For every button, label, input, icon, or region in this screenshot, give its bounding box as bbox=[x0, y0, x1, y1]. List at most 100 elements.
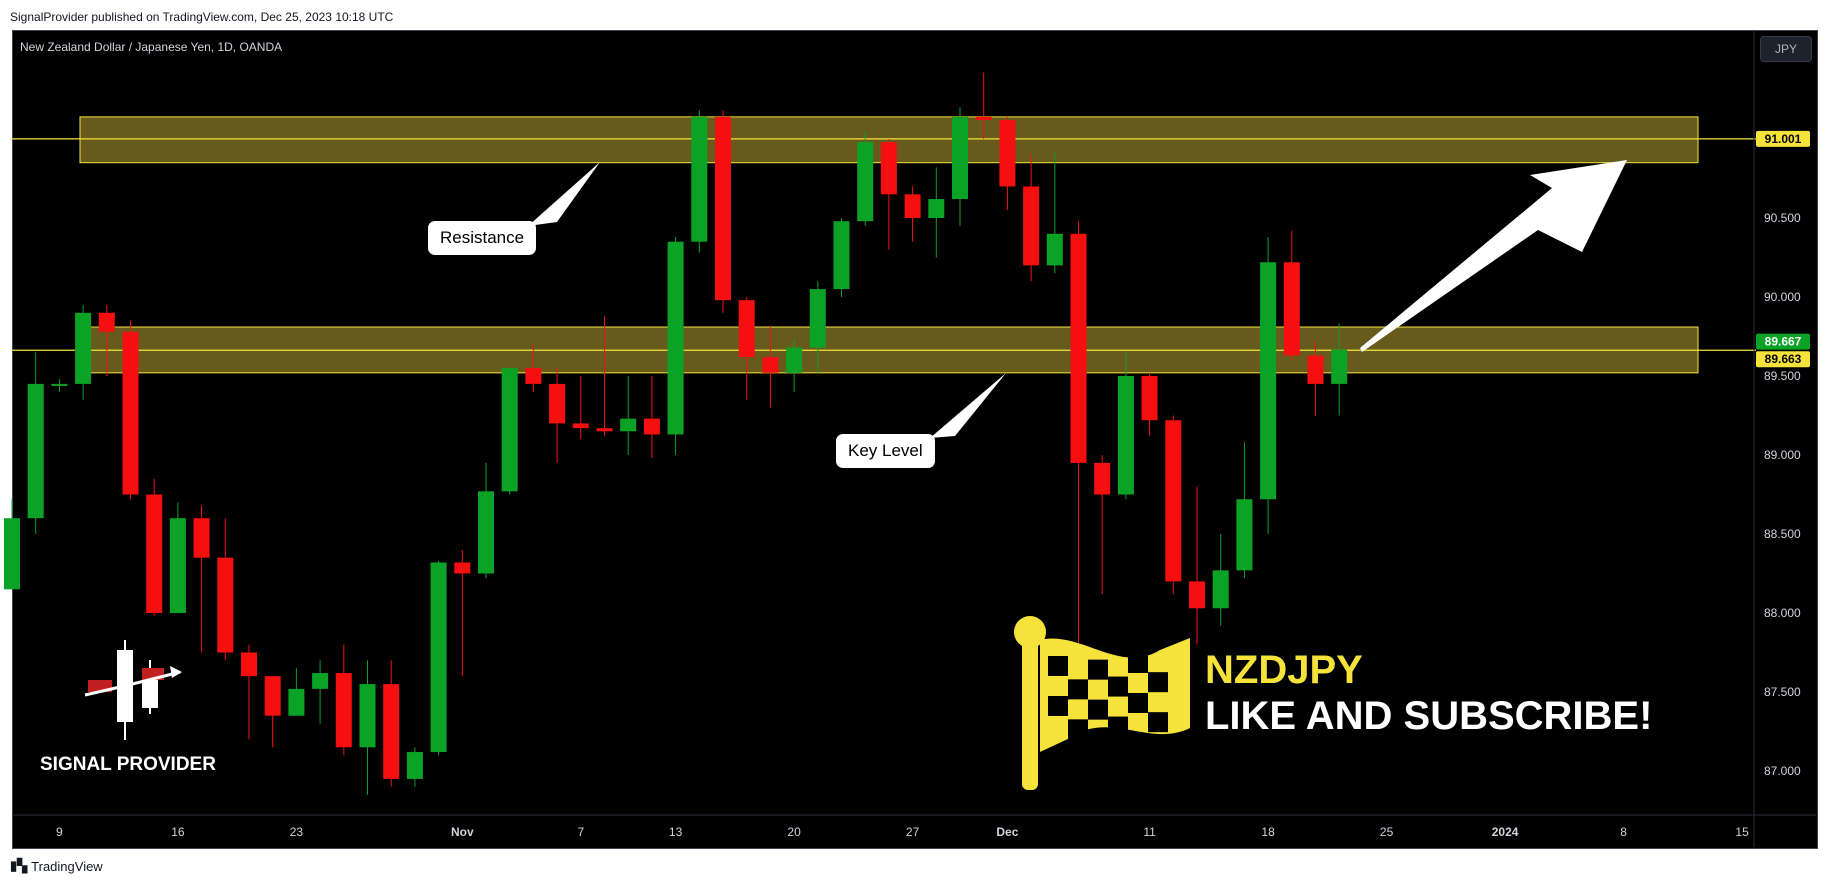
y-tick-label: 87.000 bbox=[1764, 764, 1801, 778]
candles-layer bbox=[4, 72, 1348, 795]
candle-body bbox=[1331, 349, 1348, 384]
candle-body bbox=[501, 368, 518, 492]
x-tick-label: 18 bbox=[1261, 825, 1275, 839]
y-tick-label: 88.000 bbox=[1764, 606, 1801, 620]
bullish-arrow-icon bbox=[1360, 160, 1627, 352]
symbol-title: New Zealand Dollar / Japanese Yen, 1D, O… bbox=[20, 40, 283, 54]
candle-body bbox=[1070, 233, 1087, 463]
candle-body bbox=[880, 142, 897, 195]
candle-body bbox=[952, 116, 968, 200]
candle-body bbox=[667, 241, 684, 435]
x-tick-label: 8 bbox=[1620, 825, 1627, 839]
y-tick-label: 89.000 bbox=[1764, 448, 1801, 462]
candle-body bbox=[1046, 233, 1063, 266]
y-tick-label: 90.500 bbox=[1764, 211, 1801, 225]
checkered-flag-icon bbox=[1014, 616, 1190, 790]
x-tick-label: 20 bbox=[787, 825, 801, 839]
candle-body bbox=[335, 673, 352, 748]
key-level-callout: Key Level bbox=[836, 434, 935, 468]
price-label: 91.001 bbox=[1765, 132, 1802, 146]
candle-body bbox=[999, 120, 1016, 187]
candle-body bbox=[1117, 376, 1134, 495]
tradingview-brand[interactable]: TradingView bbox=[31, 858, 103, 874]
candle-body bbox=[1189, 581, 1205, 609]
candle-body bbox=[1283, 262, 1300, 356]
candle-body bbox=[146, 494, 163, 613]
subscribe-cta: LIKE AND SUBSCRIBE! bbox=[1205, 694, 1653, 738]
x-tick-label: 23 bbox=[290, 825, 304, 839]
axis-layer: 91.00090.50090.00089.50089.00088.50088.0… bbox=[12, 30, 1816, 847]
key-level-callout-pointer bbox=[930, 373, 1006, 438]
candle-body bbox=[169, 518, 186, 613]
x-tick-label: 27 bbox=[906, 825, 920, 839]
zones-layer bbox=[12, 116, 1756, 374]
ticker-brand: NZDJPY bbox=[1205, 648, 1363, 692]
price-label-bg bbox=[1756, 351, 1810, 368]
x-tick-label: 16 bbox=[171, 825, 185, 839]
y-tick-label: 88.500 bbox=[1764, 527, 1801, 541]
candle-body bbox=[122, 331, 139, 495]
candle-body bbox=[241, 652, 257, 677]
tradingview-logo-icon[interactable]: ▮▚ bbox=[10, 858, 28, 873]
candle-body bbox=[762, 357, 779, 373]
candle-body bbox=[975, 116, 992, 121]
candle-body bbox=[430, 562, 447, 753]
candle-body bbox=[928, 199, 945, 218]
candle-body bbox=[4, 518, 20, 590]
x-tick-label: 15 bbox=[1735, 825, 1749, 839]
candle-body bbox=[857, 142, 874, 222]
candle-body bbox=[738, 300, 755, 358]
published-caption: SignalProvider published on TradingView.… bbox=[10, 10, 394, 24]
candle-body bbox=[691, 116, 708, 242]
candle-body bbox=[786, 347, 803, 373]
candle-body bbox=[620, 418, 637, 432]
price-label-bg bbox=[1756, 130, 1810, 147]
resistance-callout-pointer bbox=[528, 162, 600, 226]
x-tick-label: Nov bbox=[451, 825, 474, 839]
x-tick-label: 13 bbox=[669, 825, 683, 839]
x-tick-label: 7 bbox=[577, 825, 584, 839]
candle-body bbox=[572, 423, 589, 429]
candle-body bbox=[75, 312, 92, 384]
x-tick-label: 11 bbox=[1143, 825, 1156, 839]
candle-body bbox=[1023, 186, 1040, 266]
x-tick-label: 9 bbox=[56, 825, 63, 839]
candle-body bbox=[288, 688, 305, 716]
resistance-callout: Resistance bbox=[428, 221, 537, 255]
candle-body bbox=[51, 383, 68, 386]
y-tick-label: 89.500 bbox=[1764, 369, 1801, 383]
decor-layer bbox=[84, 160, 1627, 790]
x-tick-label: 25 bbox=[1380, 825, 1394, 839]
candle-body bbox=[809, 289, 826, 348]
candle-body bbox=[1165, 420, 1182, 582]
candle-body bbox=[1260, 262, 1277, 500]
currency-button[interactable]: JPY bbox=[1760, 36, 1812, 62]
y-tick-label: 90.000 bbox=[1764, 290, 1801, 304]
candle-body bbox=[525, 368, 542, 384]
candle-body bbox=[454, 562, 471, 574]
candle-body bbox=[904, 194, 921, 218]
candle-body bbox=[833, 221, 850, 290]
candle-body bbox=[264, 676, 281, 716]
candle-body bbox=[1236, 499, 1253, 571]
candle-body bbox=[1141, 376, 1158, 421]
candle-body bbox=[406, 752, 423, 779]
candle-body bbox=[27, 383, 44, 519]
footer: ▮▚ TradingView bbox=[10, 858, 103, 874]
candle-body bbox=[478, 491, 494, 574]
candle-body bbox=[643, 418, 660, 435]
candle-body bbox=[312, 673, 329, 689]
price-label: 89.663 bbox=[1765, 352, 1802, 366]
price-label-bg bbox=[1756, 333, 1810, 350]
candle-body bbox=[1307, 355, 1324, 384]
x-tick-label: 2024 bbox=[1492, 825, 1519, 839]
candle-body bbox=[715, 116, 731, 301]
candle-body bbox=[217, 557, 234, 653]
y-tick-label: 87.500 bbox=[1764, 685, 1801, 699]
candle-body bbox=[383, 684, 400, 779]
x-tick-label: Dec bbox=[996, 825, 1018, 839]
candle-body bbox=[1212, 570, 1229, 609]
signal-provider-logo-text: SIGNAL PROVIDER bbox=[40, 754, 216, 775]
candle-body bbox=[549, 383, 566, 424]
